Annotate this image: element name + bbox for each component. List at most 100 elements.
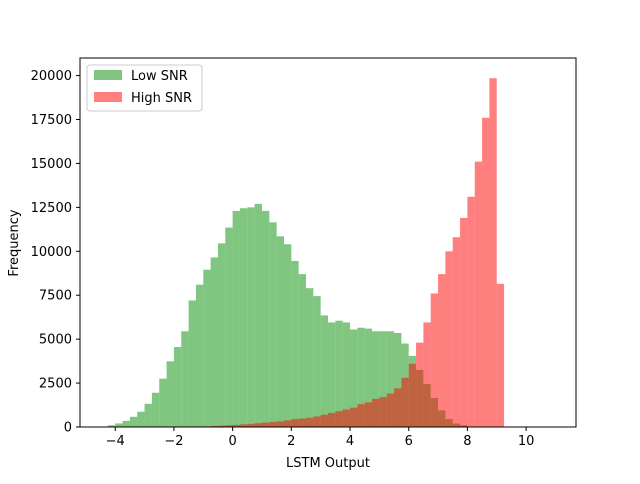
bar-high-snr	[298, 418, 306, 427]
bar-low-snr	[159, 378, 167, 427]
bar-high-snr	[217, 425, 226, 427]
bar-low-snr	[151, 392, 160, 427]
bar-low-snr	[137, 411, 145, 427]
bar-low-snr	[122, 420, 130, 427]
bar-high-snr	[328, 412, 336, 427]
bar-low-snr	[115, 423, 123, 427]
bar-high-snr	[225, 425, 233, 427]
y-axis-label: Frequency	[7, 209, 22, 276]
bar-high-snr	[283, 420, 292, 427]
bar-low-snr	[188, 300, 196, 427]
plot-frame	[79, 57, 577, 428]
legend-swatch-low-snr	[94, 70, 122, 80]
bar-low-snr	[394, 332, 402, 427]
bar-high-snr	[372, 398, 380, 427]
bar-low-snr	[291, 260, 299, 427]
bar-low-snr	[181, 331, 189, 427]
bar-high-snr	[430, 293, 439, 427]
bar-low-snr	[335, 320, 343, 427]
bar-low-snr	[195, 284, 204, 427]
x-tick-label: 4	[346, 434, 354, 449]
bar-high-snr	[416, 342, 424, 427]
bar-high-snr	[276, 421, 284, 427]
bar-high-snr	[269, 421, 277, 427]
x-tick-label: 10	[518, 434, 535, 449]
bar-high-snr	[452, 237, 461, 427]
bar-low-snr	[225, 227, 233, 427]
bar-low-snr	[261, 210, 270, 427]
bar-high-snr	[438, 274, 446, 427]
bar-low-snr	[239, 208, 248, 427]
bar-high-snr	[401, 377, 409, 427]
y-tick-label: 10000	[31, 245, 72, 260]
bar-high-snr	[210, 425, 218, 427]
bar-low-snr	[298, 274, 306, 427]
legend-label-low-snr: Low SNR	[131, 69, 188, 84]
bar-low-snr	[357, 327, 365, 427]
bar-high-snr	[445, 251, 453, 427]
bar-low-snr	[328, 322, 336, 427]
bar-high-snr	[247, 423, 255, 427]
bar-high-snr	[335, 411, 343, 427]
x-tick-label: 2	[287, 434, 295, 449]
bar-high-snr	[467, 196, 475, 427]
bar-high-snr	[386, 393, 395, 427]
bar-high-snr	[254, 423, 262, 427]
y-tick-label: 20000	[31, 69, 72, 84]
x-axis-label: LSTM Output	[286, 456, 370, 471]
x-tick-label: 6	[405, 434, 413, 449]
bar-low-snr	[129, 416, 138, 427]
legend-label-high-snr: High SNR	[131, 91, 192, 106]
bar-low-snr	[166, 361, 174, 427]
bar-low-snr	[313, 296, 321, 427]
x-tick-label: 0	[228, 434, 236, 449]
bar-high-snr	[474, 161, 483, 428]
y-tick-label: 12500	[31, 201, 72, 216]
x-axis-ticks: −4 −2 0 2 4 6 8 10	[106, 427, 535, 449]
bar-high-snr	[489, 78, 497, 428]
histogram-bars	[107, 78, 505, 428]
bar-low-snr	[210, 257, 218, 427]
bar-high-snr	[364, 402, 373, 427]
bar-high-snr	[379, 397, 387, 427]
bar-low-snr	[144, 403, 152, 427]
bar-high-snr	[408, 363, 417, 427]
bar-high-snr	[320, 414, 328, 427]
legend: Low SNR High SNR	[86, 64, 203, 112]
bar-low-snr	[386, 331, 395, 427]
bar-high-snr	[342, 409, 351, 427]
bar-high-snr	[350, 407, 358, 427]
y-tick-label: 7500	[39, 289, 72, 304]
y-tick-label: 5000	[39, 333, 72, 348]
bar-high-snr	[232, 424, 240, 427]
bar-high-snr	[357, 404, 365, 427]
y-tick-label: 15000	[31, 157, 72, 172]
bar-low-snr	[350, 329, 358, 427]
bar-high-snr	[496, 283, 505, 427]
bar-low-snr	[269, 222, 277, 427]
y-tick-label: 0	[64, 421, 72, 436]
bar-low-snr	[254, 203, 262, 427]
x-tick-label: −2	[164, 434, 183, 449]
bar-low-snr	[276, 236, 284, 427]
bar-low-snr	[173, 347, 182, 427]
bar-low-snr	[342, 322, 351, 427]
y-axis-ticks: 0 2500 5000 7500 10000 12500 15000 17500 20000	[31, 69, 80, 436]
bar-low-snr	[305, 288, 314, 427]
bar-low-snr	[364, 328, 373, 427]
x-tick-label: −4	[106, 434, 125, 449]
y-tick-label: 17500	[31, 113, 72, 128]
bar-high-snr	[305, 417, 314, 427]
bar-high-snr	[460, 217, 468, 427]
bar-high-snr	[482, 117, 490, 428]
bar-high-snr	[291, 419, 299, 427]
x-tick-label: 8	[463, 434, 471, 449]
bar-high-snr	[313, 416, 321, 427]
y-tick-label: 2500	[39, 377, 72, 392]
bar-low-snr	[283, 244, 292, 427]
bar-high-snr	[239, 424, 248, 427]
bar-low-snr	[372, 331, 380, 427]
bar-high-snr	[261, 422, 270, 427]
bar-low-snr	[203, 269, 211, 427]
